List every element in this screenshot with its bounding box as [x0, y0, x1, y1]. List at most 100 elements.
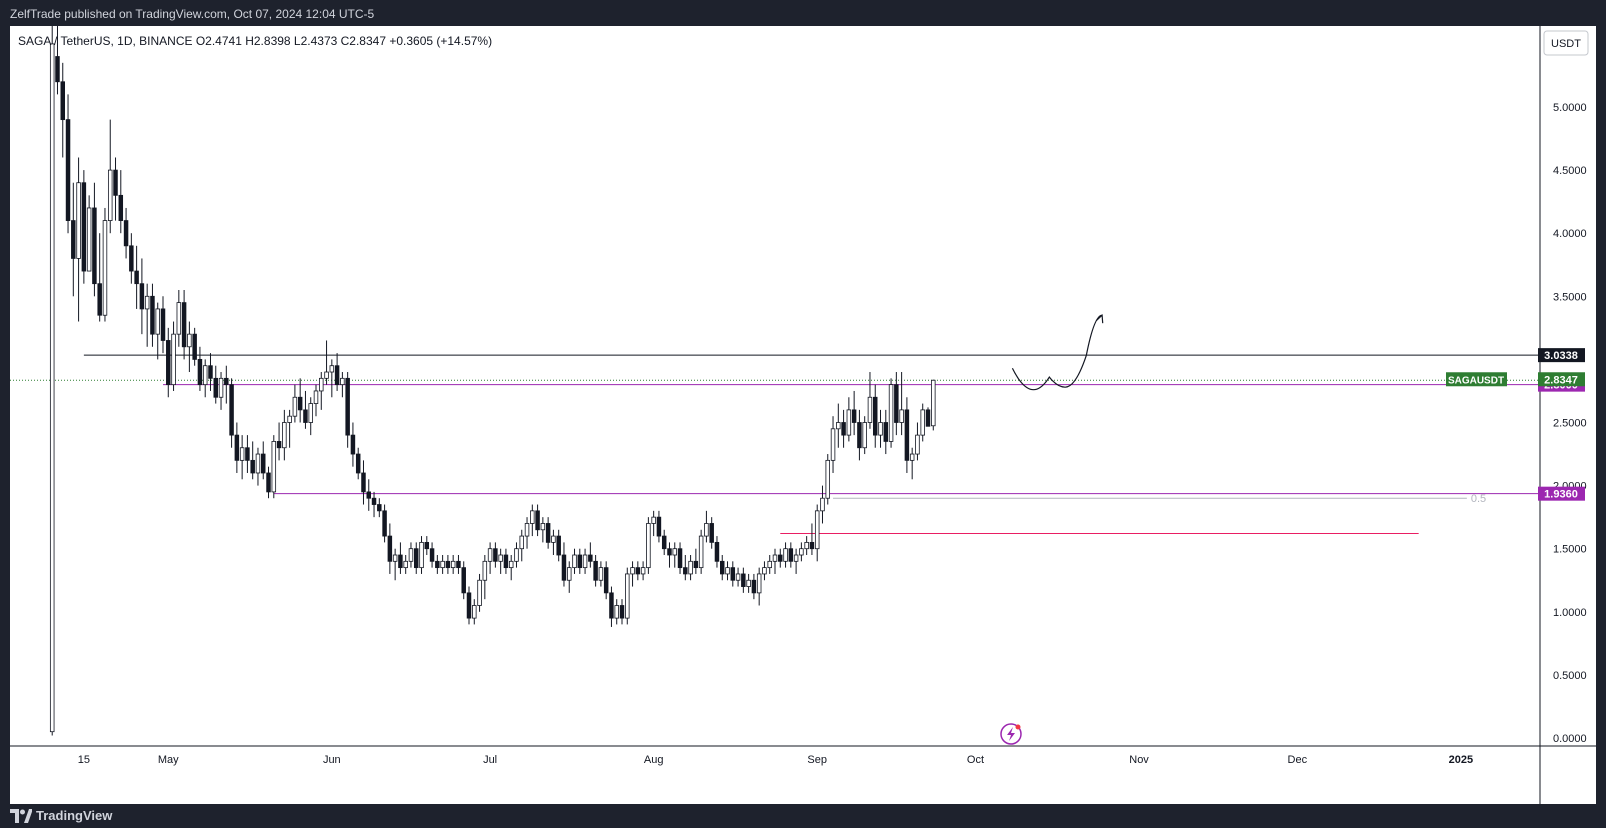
time-tick-label: 15: [78, 754, 90, 766]
candle-body: [572, 554, 577, 569]
candle: [118, 170, 124, 234]
candle-body: [846, 409, 852, 436]
candle-body: [804, 541, 809, 550]
projection-path[interactable]: [1011, 314, 1103, 391]
candle: [625, 567, 630, 625]
candle-body: [556, 535, 561, 556]
candle-body: [287, 415, 292, 423]
candle-body: [107, 169, 113, 221]
candle-body: [820, 497, 825, 512]
candle-body: [329, 365, 335, 373]
candle-body: [113, 169, 118, 196]
candle-body: [651, 516, 656, 524]
candle-body: [144, 295, 150, 310]
candle: [514, 542, 519, 568]
candle: [450, 555, 456, 574]
candle: [134, 245, 139, 309]
candle-body: [250, 459, 255, 474]
candle: [181, 289, 187, 360]
candle: [292, 384, 298, 423]
candle-body: [725, 567, 730, 575]
symbol-tag: [1446, 372, 1507, 387]
candle: [619, 599, 625, 625]
candle-body: [872, 396, 878, 436]
candle: [588, 542, 593, 568]
candle-body: [255, 453, 261, 474]
candle-body: [867, 396, 873, 423]
candle: [55, 24, 60, 95]
candle-body: [540, 523, 546, 531]
candle: [435, 555, 440, 574]
candle-body: [192, 333, 197, 360]
candle-body: [878, 422, 883, 436]
candle: [160, 296, 166, 354]
chart-area[interactable]: 0.5 0.0000 0.5000 1.0000 1.5000 2.0000 2.5000…: [10, 18, 1596, 804]
time-tick-label: May: [158, 754, 179, 766]
candle: [408, 542, 414, 568]
candle: [313, 384, 319, 417]
candle: [113, 157, 118, 221]
candle-body: [355, 453, 361, 474]
candle-body: [129, 245, 134, 272]
candle: [693, 548, 699, 574]
candle-body: [931, 379, 936, 427]
time-tick-label: Dec: [1288, 754, 1308, 766]
candle: [150, 283, 155, 347]
candle-body: [371, 497, 377, 505]
candle: [403, 555, 408, 574]
candle: [107, 119, 113, 234]
candle: [482, 555, 488, 600]
candle-body: [202, 365, 208, 386]
candle: [820, 485, 825, 524]
candle: [297, 378, 303, 423]
last-price-badge-label: 2.8347: [1544, 374, 1578, 386]
candle: [872, 384, 878, 448]
candle-body: [514, 548, 519, 562]
candle-body: [619, 605, 625, 619]
symbol-tag-label: SAGAUSDT: [1448, 375, 1504, 386]
candle-body: [102, 220, 108, 316]
candle: [841, 409, 846, 448]
candle-body: [408, 548, 414, 562]
candle-body: [340, 377, 345, 386]
candle: [767, 555, 772, 574]
candle: [303, 390, 308, 429]
candle: [192, 327, 197, 366]
candle: [208, 353, 213, 391]
candle: [445, 555, 451, 574]
candle: [746, 573, 751, 593]
candle: [836, 403, 841, 448]
candle-body: [176, 302, 182, 335]
candle: [609, 586, 614, 627]
candle-body: [883, 422, 889, 442]
candle: [920, 403, 925, 442]
tradingview-brand[interactable]: TradingView: [10, 808, 112, 823]
candle: [719, 555, 725, 581]
currency-button[interactable]: [1543, 30, 1589, 56]
candle: [851, 390, 857, 436]
candle: [572, 548, 577, 574]
candle: [171, 321, 176, 391]
candle: [825, 454, 831, 505]
candle: [793, 548, 799, 574]
candle: [139, 258, 145, 335]
candle: [540, 517, 546, 543]
candle-body: [783, 548, 788, 562]
price-tick-label: 5.0000: [1553, 102, 1587, 114]
candle: [545, 517, 551, 549]
candle: [287, 409, 292, 448]
candle-body: [60, 81, 66, 121]
candle-body: [134, 270, 139, 285]
candle: [308, 397, 313, 436]
replay-icon[interactable]: [1000, 723, 1022, 745]
candle-body: [683, 567, 688, 575]
candle: [772, 548, 778, 574]
price-chart[interactable]: 0.5 0.00000.50001.00001.50002.00002.5000…: [10, 18, 1596, 804]
price-tick-label: 1.0000: [1553, 607, 1587, 619]
candle-body: [276, 441, 282, 449]
candle-body: [435, 560, 440, 569]
candle: [398, 542, 403, 574]
candle-body: [625, 573, 630, 619]
candle: [556, 529, 561, 562]
candle: [371, 491, 377, 518]
